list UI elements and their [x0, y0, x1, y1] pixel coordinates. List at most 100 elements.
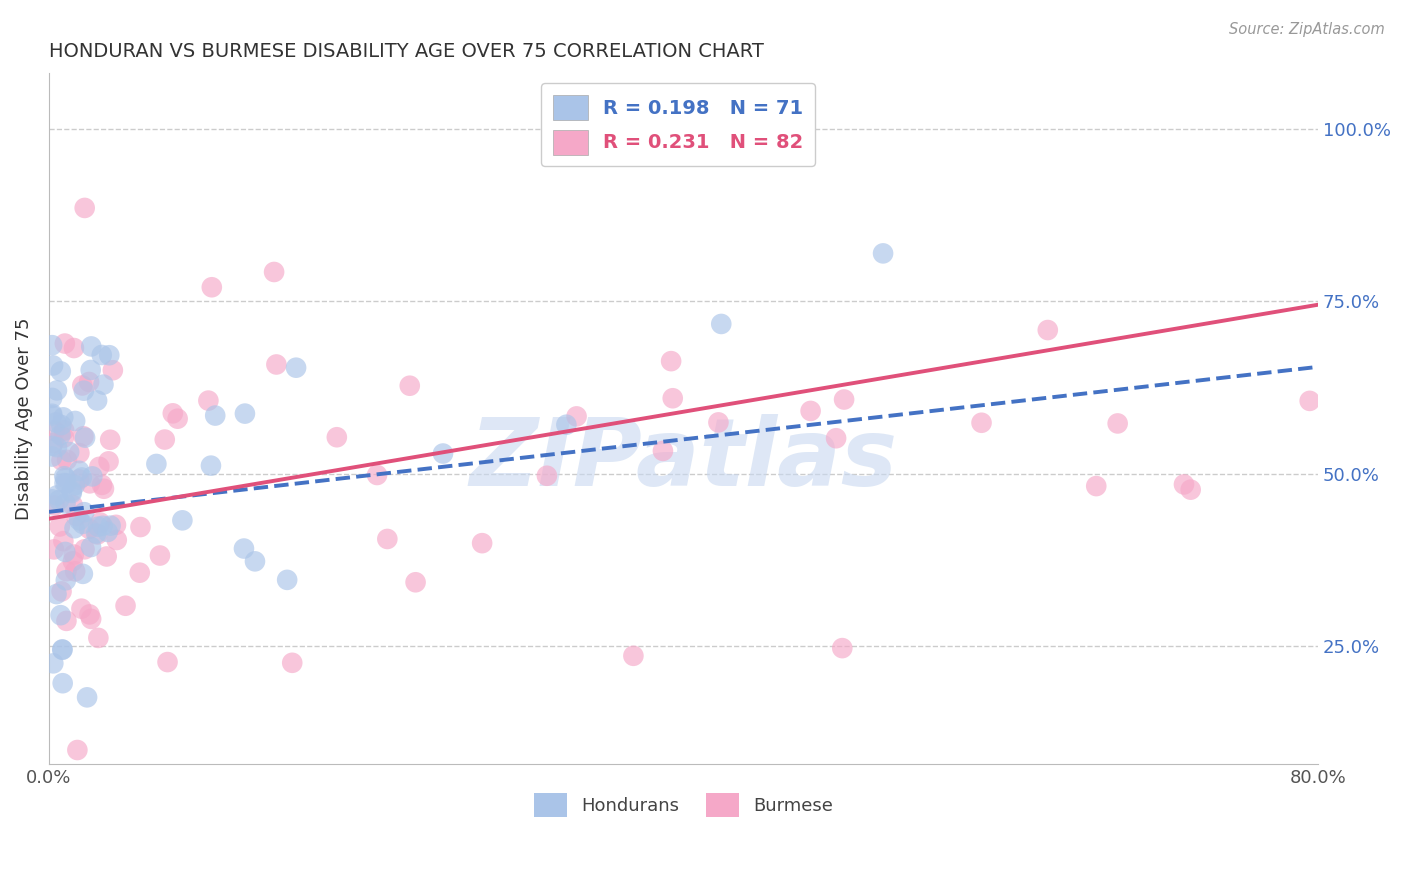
- Point: [536, 468, 558, 483]
- Point: [42, 436, 65, 450]
- Point: [49, 519, 72, 533]
- Point: [60, 484, 83, 499]
- Point: [72, 516, 94, 531]
- Point: [565, 409, 588, 424]
- Point: [84, 526, 107, 541]
- Point: [80, 339, 103, 353]
- Point: [405, 575, 427, 590]
- Point: [52, 410, 75, 425]
- Point: [1107, 417, 1129, 431]
- Point: [49, 428, 72, 442]
- Point: [100, 518, 122, 533]
- Point: [93, 482, 115, 496]
- Point: [73, 384, 96, 398]
- Point: [104, 517, 127, 532]
- Point: [72, 566, 94, 581]
- Point: [800, 404, 823, 418]
- Point: [91, 478, 114, 492]
- Point: [87, 519, 110, 533]
- Point: [41, 450, 63, 464]
- Point: [101, 363, 124, 377]
- Point: [707, 416, 730, 430]
- Point: [80, 363, 103, 377]
- Point: [63, 565, 86, 579]
- Point: [105, 533, 128, 547]
- Point: [53, 545, 76, 559]
- Point: [89, 459, 111, 474]
- Point: [281, 656, 304, 670]
- Point: [129, 520, 152, 534]
- Point: [87, 631, 110, 645]
- Point: [63, 414, 86, 428]
- Legend: Hondurans, Burmese: Hondurans, Burmese: [527, 786, 841, 824]
- Point: [90, 348, 112, 362]
- Point: [42, 657, 65, 671]
- Point: [432, 446, 454, 460]
- Point: [75, 431, 97, 445]
- Point: [53, 476, 76, 491]
- Point: [55, 471, 77, 485]
- Point: [710, 317, 733, 331]
- Point: [172, 513, 194, 527]
- Point: [1299, 393, 1322, 408]
- Point: [832, 392, 855, 407]
- Point: [79, 607, 101, 622]
- Point: [53, 336, 76, 351]
- Point: [51, 642, 73, 657]
- Point: [66, 743, 89, 757]
- Point: [73, 542, 96, 557]
- Point: [76, 690, 98, 705]
- Point: [80, 540, 103, 554]
- Point: [70, 601, 93, 615]
- Point: [63, 478, 86, 492]
- Point: [55, 476, 77, 491]
- Point: [52, 534, 75, 549]
- Point: [41, 338, 63, 352]
- Text: HONDURAN VS BURMESE DISABILITY AGE OVER 75 CORRELATION CHART: HONDURAN VS BURMESE DISABILITY AGE OVER …: [49, 42, 763, 61]
- Point: [55, 564, 77, 578]
- Point: [1180, 483, 1202, 497]
- Point: [53, 424, 76, 438]
- Point: [55, 497, 77, 511]
- Point: [45, 384, 67, 398]
- Point: [652, 443, 675, 458]
- Point: [49, 364, 72, 378]
- Point: [41, 492, 63, 507]
- Point: [1173, 477, 1195, 491]
- Point: [45, 488, 67, 502]
- Point: [44, 424, 66, 438]
- Point: [1085, 479, 1108, 493]
- Point: [63, 548, 86, 562]
- Point: [659, 354, 682, 368]
- Point: [366, 468, 388, 483]
- Point: [41, 409, 63, 423]
- Point: [970, 416, 993, 430]
- Point: [67, 464, 90, 478]
- Point: [661, 391, 683, 405]
- Point: [80, 612, 103, 626]
- Point: [86, 527, 108, 541]
- Point: [63, 521, 86, 535]
- Point: [89, 516, 111, 530]
- Point: [149, 549, 172, 563]
- Point: [53, 469, 76, 483]
- Point: [201, 280, 224, 294]
- Point: [114, 599, 136, 613]
- Point: [831, 641, 853, 656]
- Point: [41, 439, 63, 453]
- Point: [276, 573, 298, 587]
- Point: [97, 524, 120, 539]
- Point: [77, 375, 100, 389]
- Point: [42, 542, 65, 557]
- Point: [156, 655, 179, 669]
- Point: [79, 476, 101, 491]
- Point: [162, 406, 184, 420]
- Point: [67, 446, 90, 460]
- Point: [67, 513, 90, 527]
- Point: [49, 608, 72, 623]
- Point: [375, 532, 398, 546]
- Point: [263, 265, 285, 279]
- Point: [51, 417, 73, 432]
- Point: [471, 536, 494, 550]
- Point: [41, 407, 63, 421]
